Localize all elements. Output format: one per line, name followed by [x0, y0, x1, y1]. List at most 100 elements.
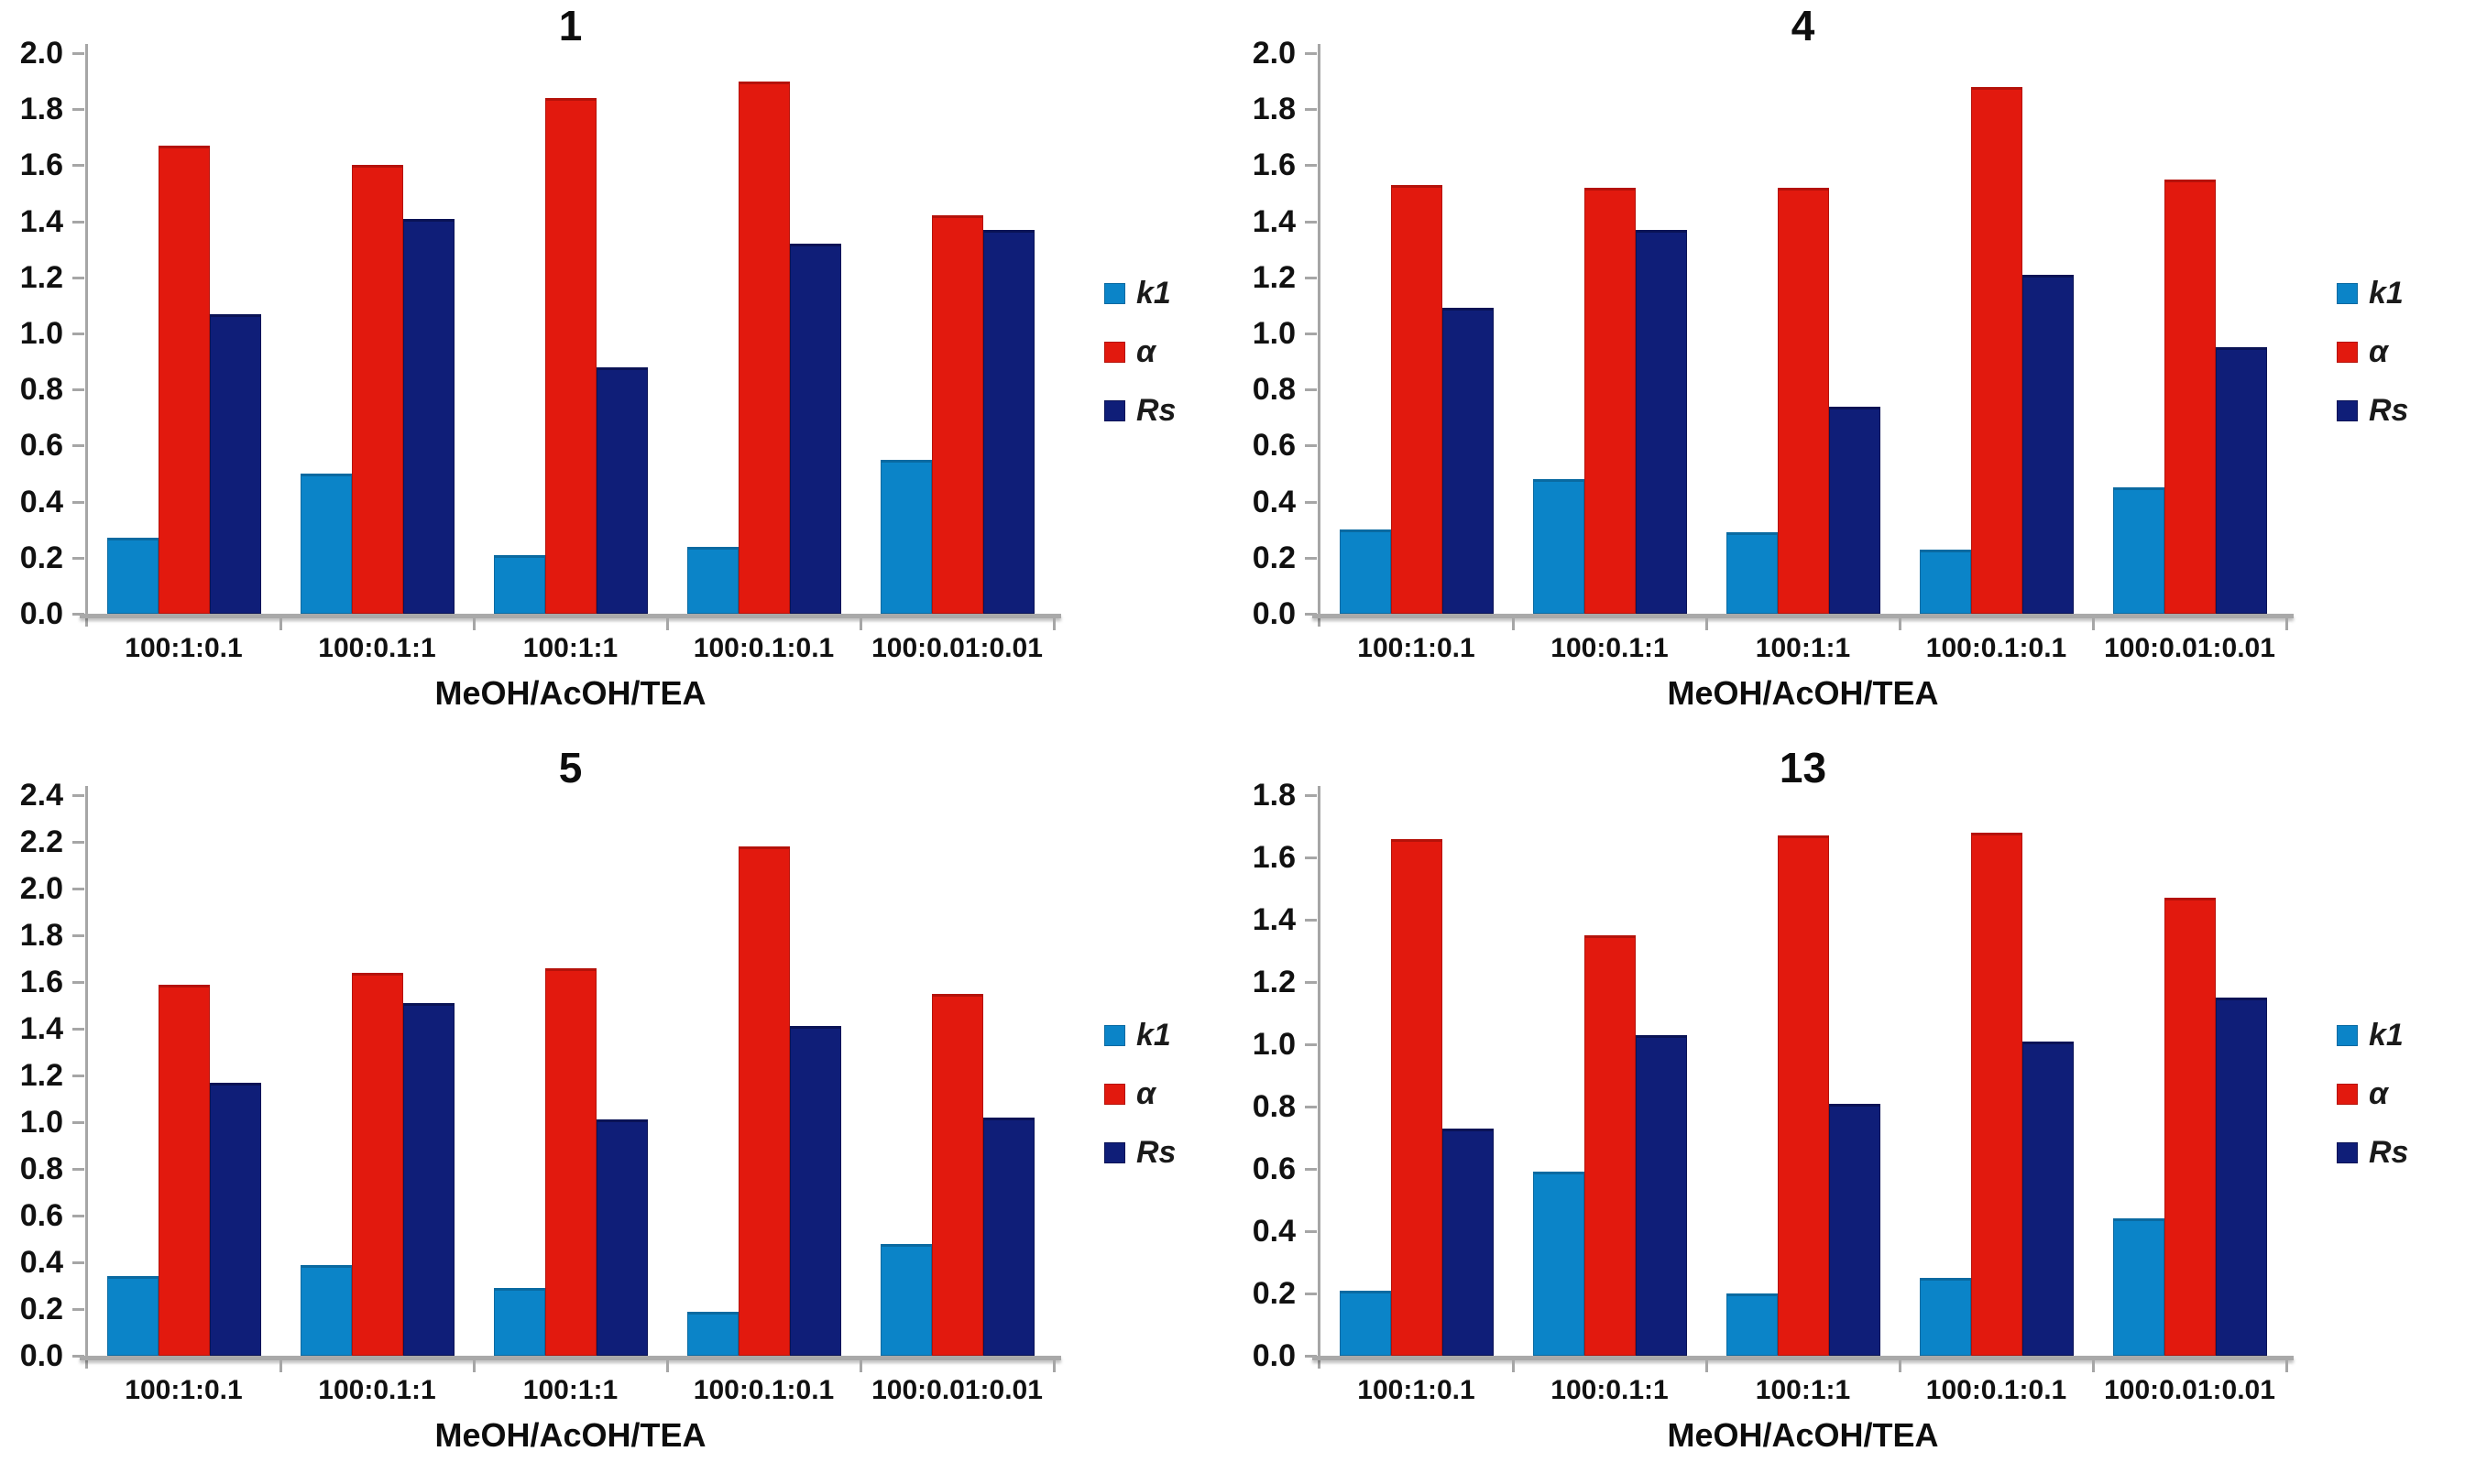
y-tick-mark [1305, 1168, 1317, 1171]
y-tick-mark [1305, 919, 1317, 922]
bar-Rs-group5 [983, 1118, 1035, 1356]
bar-alpha-group1 [1391, 839, 1442, 1356]
bar-alpha-group3 [545, 98, 597, 614]
legend-swatch-k1-icon [1104, 282, 1125, 304]
y-tick-label: 1.0 [19, 1105, 63, 1140]
y-tick-label: 2.0 [19, 871, 63, 906]
y-tick-label: 2.4 [19, 778, 63, 813]
legend-item-k1: k1 [2337, 275, 2404, 311]
bar-Rs-group3 [1829, 1104, 1880, 1356]
y-tick-mark [72, 164, 84, 168]
y-tick-label: 0.6 [19, 428, 63, 464]
y-tick-label: 0.4 [1252, 484, 1296, 519]
y-tick-mark [72, 1215, 84, 1217]
x-category-label: 100:1:1 [522, 1375, 619, 1405]
legend-label-Rs: Rs [2369, 1135, 2409, 1170]
x-tick-mark [473, 1360, 476, 1372]
y-tick-label: 1.8 [1252, 92, 1296, 127]
x-category-label: 100:1:1 [522, 633, 619, 663]
bar-alpha-group4 [1971, 87, 2022, 614]
y-axis-line [85, 44, 88, 627]
legend-swatch-k1-icon [2337, 1024, 2358, 1046]
y-tick-label: 1.2 [1252, 965, 1296, 999]
x-category-label: 100:0.1:1 [318, 1375, 436, 1405]
x-category-label: 100:0.1:1 [318, 633, 436, 663]
x-tick-mark [2285, 618, 2288, 630]
bar-Rs-group4 [2022, 1042, 2074, 1356]
bar-Rs-group2 [403, 1003, 455, 1356]
y-tick-mark [72, 1168, 84, 1171]
legend-swatch-Rs-icon [2337, 399, 2358, 421]
bar-k1-group2 [1533, 1172, 1584, 1356]
bar-Rs-group3 [597, 367, 648, 614]
legend-label-Rs: Rs [1136, 1135, 1177, 1170]
legend-item-Rs: Rs [2337, 392, 2408, 429]
legend-item-Rs: Rs [1104, 1134, 1176, 1171]
legend-swatch-Rs-icon [2337, 1141, 2358, 1163]
y-tick-label: 0.8 [19, 1151, 63, 1186]
y-tick-label: 2.2 [19, 824, 63, 859]
bar-k1-group5 [881, 1244, 932, 1356]
x-category-label: 100:0.01:0.01 [2104, 1375, 2275, 1405]
chart-panel-13: 13 0.0 0.2 0.4 0.6 0.8 1.0 1.2 1.4 1.6 1.8 100:1:0.… [1232, 742, 2465, 1484]
bar-k1-group2 [301, 474, 352, 614]
x-category-label: 100:0.1:1 [1550, 1375, 1669, 1405]
y-tick-label: 1.0 [1252, 316, 1296, 351]
y-tick-label: 0.2 [1252, 1276, 1296, 1311]
legend-item-alpha: α [2337, 1075, 2388, 1112]
y-tick-mark [1305, 981, 1317, 984]
chart-title: 1 [558, 2, 583, 49]
y-tick-mark [1305, 1106, 1317, 1108]
x-tick-mark [2285, 1360, 2288, 1372]
x-tick-mark [279, 618, 282, 630]
y-tick-label: 2.0 [1252, 36, 1296, 71]
y-tick-label: 1.6 [19, 147, 63, 183]
legend-item-alpha: α [1104, 333, 1156, 370]
y-tick-mark [1305, 164, 1317, 168]
y-tick-mark [72, 1121, 84, 1124]
legend-swatch-Rs-icon [1104, 399, 1125, 421]
bar-alpha-group5 [2164, 180, 2216, 614]
bar-Rs-group1 [210, 1083, 261, 1356]
legend-swatch-k1-icon [2337, 282, 2358, 304]
x-axis-title: MeOH/AcOH/TEA [1667, 674, 1939, 712]
bar-Rs-group2 [403, 219, 455, 614]
bar-k1-group3 [494, 1288, 545, 1356]
legend-swatch-alpha-icon [2337, 341, 2358, 363]
y-tick-mark [72, 981, 84, 984]
y-tick-label: 1.6 [1252, 147, 1296, 183]
y-axis-line [85, 786, 88, 1369]
y-tick-label: 0.6 [19, 1198, 63, 1233]
y-tick-mark [72, 52, 84, 55]
y-tick-mark [1305, 1043, 1317, 1046]
legend-label-k1: k1 [1136, 276, 1171, 311]
y-tick-mark [72, 934, 84, 937]
bar-k1-group4 [687, 547, 739, 614]
y-axis-line [1318, 786, 1320, 1369]
bar-k1-group1 [107, 538, 159, 614]
bar-k1-group3 [1726, 1293, 1778, 1356]
y-tick-label: 1.8 [1252, 778, 1296, 813]
bar-k1-group2 [301, 1265, 352, 1356]
y-axis-line [1318, 44, 1320, 627]
y-tick-mark [1305, 108, 1317, 112]
x-axis-title: MeOH/AcOH/TEA [1667, 1416, 1939, 1454]
bar-alpha-group5 [2164, 898, 2216, 1356]
bar-alpha-group3 [1778, 188, 1829, 614]
bar-k1-group2 [1533, 479, 1584, 614]
x-category-label: 100:1:1 [1755, 1375, 1851, 1405]
bar-k1-group1 [1340, 529, 1391, 614]
y-tick-mark [1305, 444, 1317, 448]
y-tick-mark [72, 1075, 84, 1077]
x-category-label: 100:0.1:0.1 [693, 1375, 835, 1405]
y-tick-mark [72, 794, 84, 797]
y-tick-label: 1.4 [19, 1011, 63, 1046]
legend-label-alpha: α [1136, 334, 1156, 369]
y-tick-label: 0.0 [19, 1338, 63, 1373]
chart-title: 13 [1779, 744, 1827, 791]
bar-Rs-group2 [1636, 230, 1687, 614]
y-tick-label: 1.2 [1252, 259, 1296, 295]
x-axis-line [1312, 614, 2294, 618]
legend-item-alpha: α [2337, 333, 2388, 370]
y-tick-label: 0.0 [19, 596, 63, 631]
